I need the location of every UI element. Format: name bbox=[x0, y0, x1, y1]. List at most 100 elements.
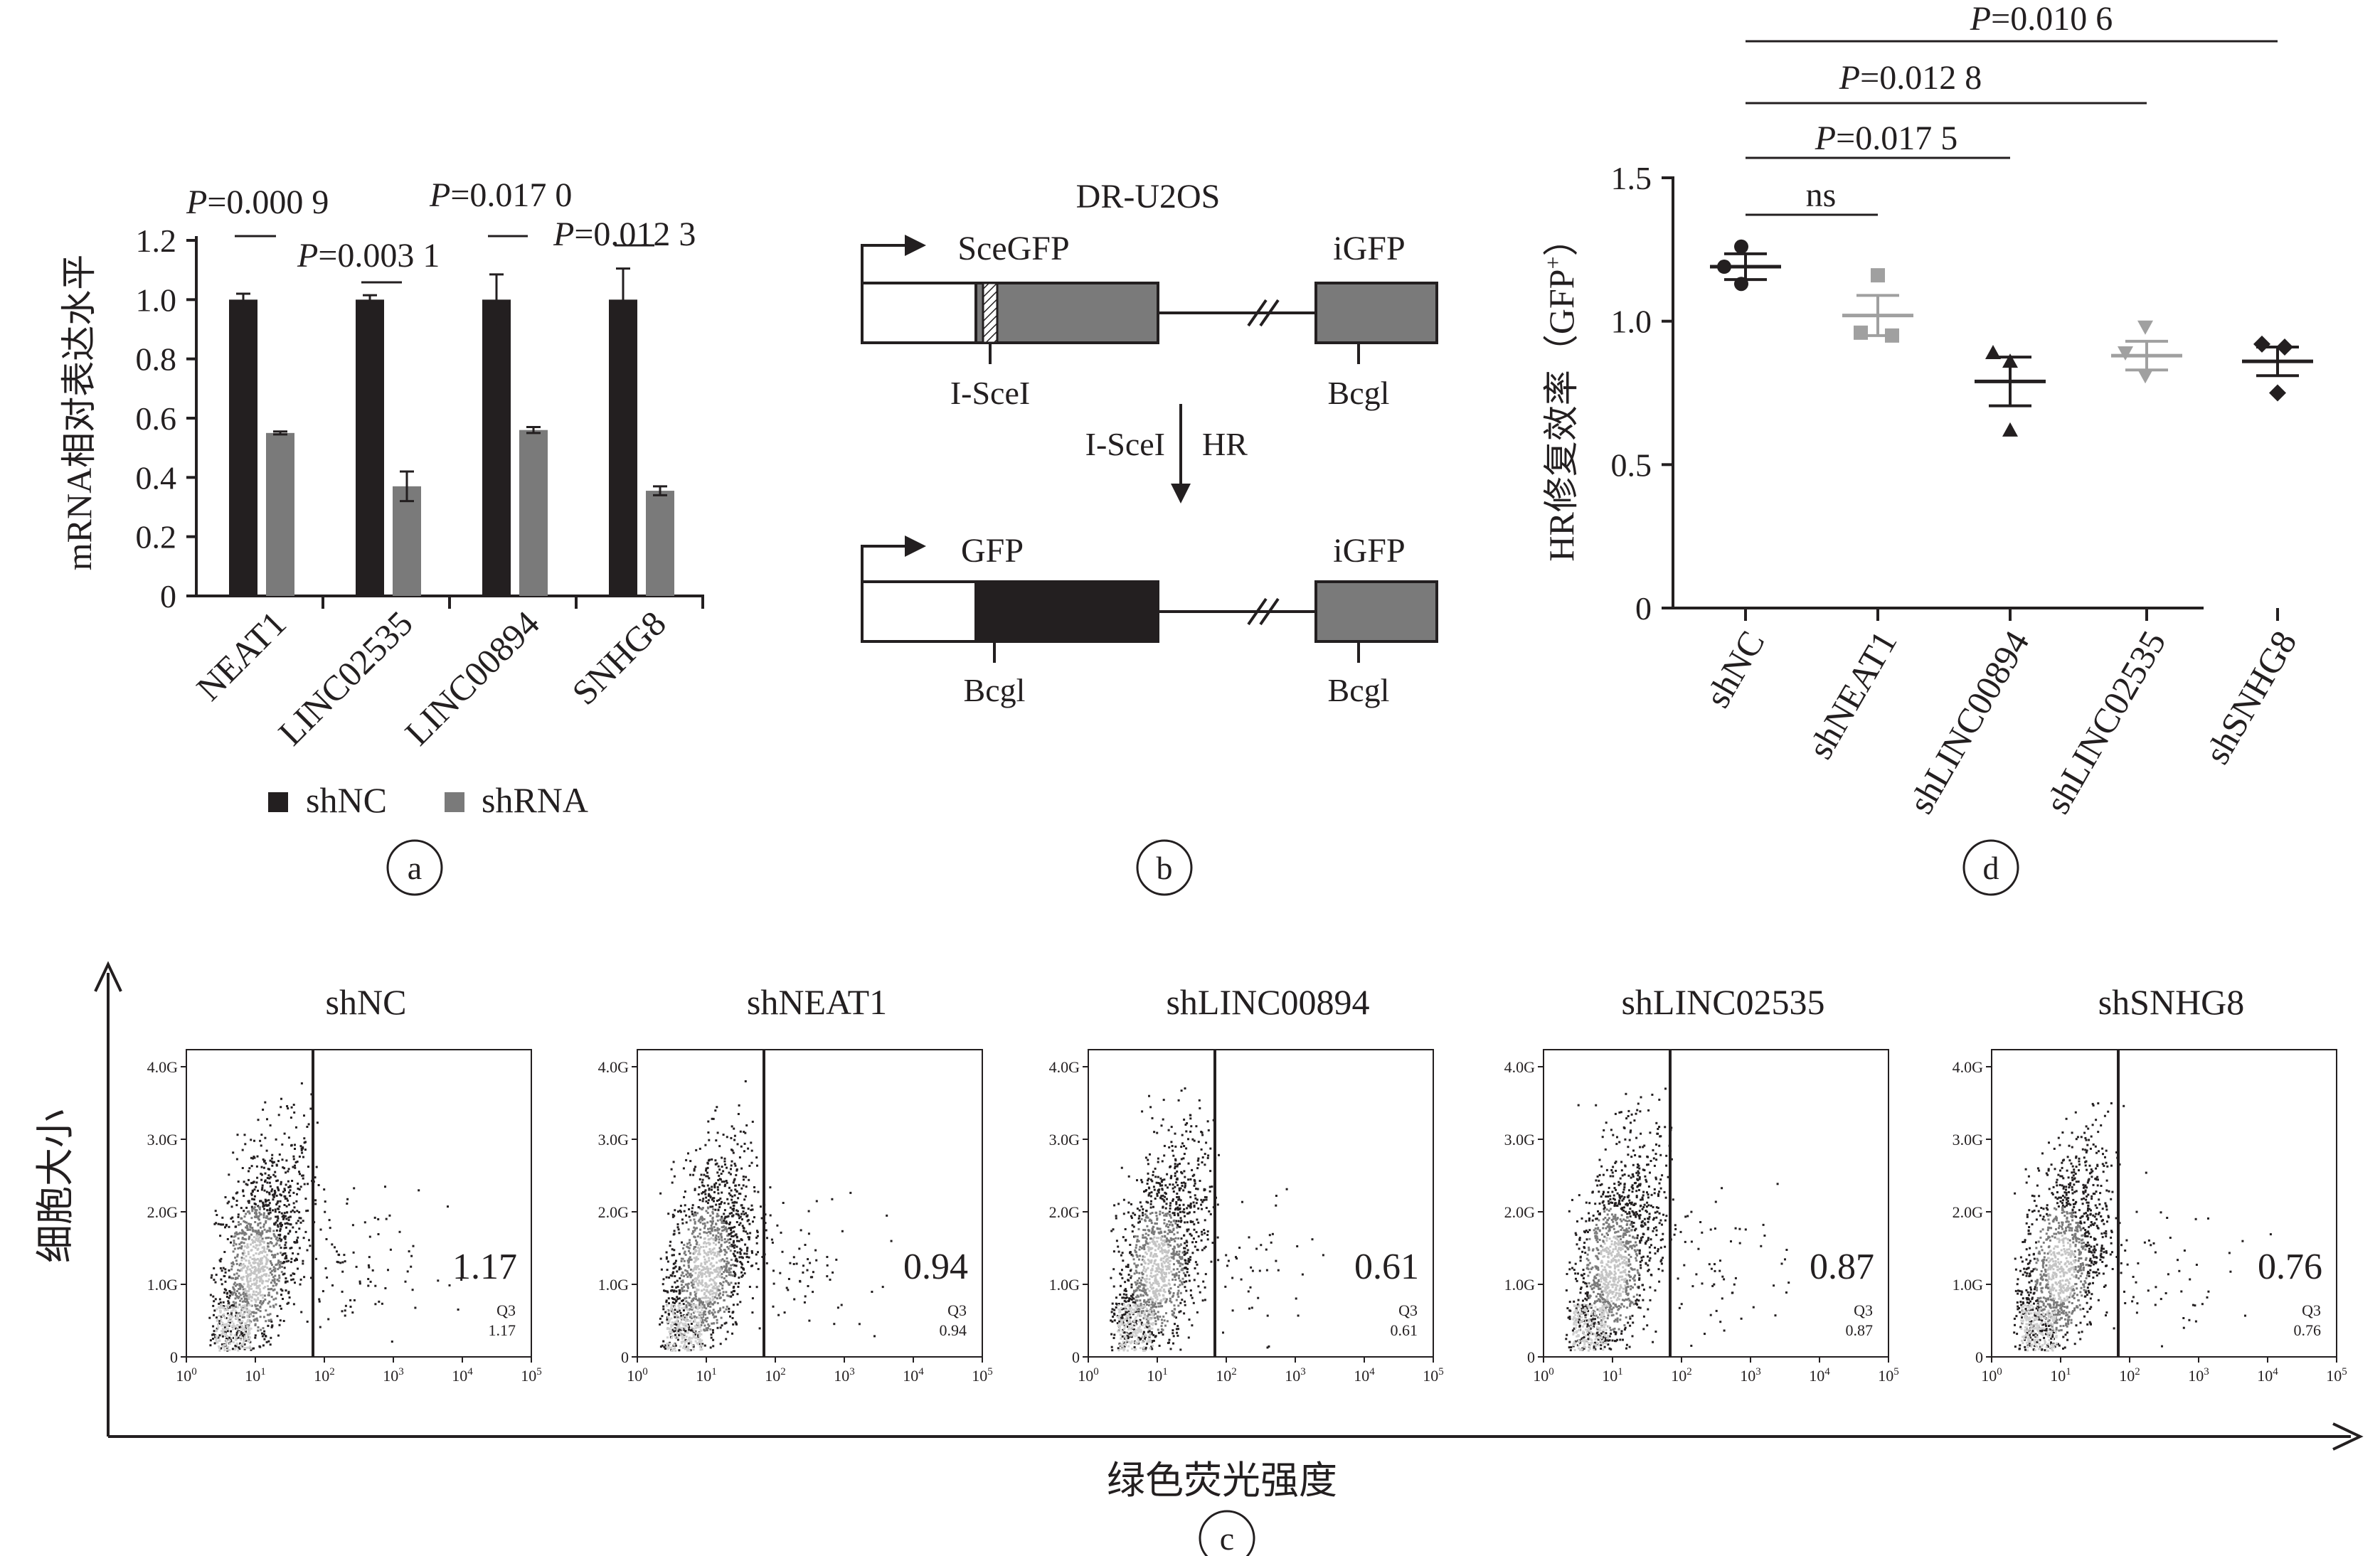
d-x-tick-label: shLINC02535 bbox=[2037, 624, 2174, 821]
b-top-promoter-box bbox=[861, 282, 977, 344]
c-x-tick-label: 101 bbox=[1147, 1366, 1168, 1385]
b-bottom-break-mark-2 bbox=[1259, 597, 1280, 626]
b-bottom-igfp-box bbox=[1314, 580, 1438, 643]
c-gate-name: Q3 bbox=[2302, 1301, 2321, 1319]
panel-label-c: c bbox=[1199, 1510, 1255, 1556]
a-bar-shrna bbox=[393, 486, 421, 596]
c-y-tick-label: 3.0G bbox=[1953, 1131, 1984, 1149]
a-p-value-label: P=0.000 9 bbox=[186, 183, 329, 221]
c-y-tick-label: 4.0G bbox=[1049, 1058, 1080, 1076]
c-y-tick-label: 1.0G bbox=[1953, 1276, 1984, 1294]
c-event-cloud bbox=[2013, 1102, 2272, 1352]
c-gate-percentage: 0.87 bbox=[1810, 1247, 1874, 1287]
d-point bbox=[1717, 260, 1731, 275]
b-arrow-right-label: HR bbox=[1202, 426, 1248, 462]
c-y-tick-label: 4.0G bbox=[598, 1058, 629, 1076]
b-bottom-gfp-label: GFP bbox=[961, 532, 1024, 570]
c-y-tick-label: 2.0G bbox=[1049, 1203, 1080, 1221]
c-gate-value: 0.61 bbox=[1391, 1321, 1418, 1339]
c-y-tick-label: 3.0G bbox=[598, 1131, 629, 1149]
b-top-promoter-arrow bbox=[861, 244, 907, 283]
c-y-tick-label: 0 bbox=[170, 1348, 178, 1366]
d-comparison-label: P=0.010 6 bbox=[1970, 0, 2113, 38]
c-gate-name: Q3 bbox=[1854, 1301, 1873, 1319]
panel-c-flow-cytometry: 细胞大小 绿色荧光强度 shNC 0 1.0G 2.0G 3.0G 4.0G 100 101 1… bbox=[34, 961, 2364, 1556]
c-x-axis-title: 绿色荧光强度 bbox=[1107, 1459, 1337, 1502]
c-gate-percentage: 0.94 bbox=[903, 1247, 968, 1287]
c-gate-name: Q3 bbox=[1398, 1301, 1418, 1319]
b-bottom-construct: GFP iGFP Bcgl Bcgl bbox=[861, 532, 1438, 708]
c-x-tick-label: 101 bbox=[696, 1366, 717, 1385]
d-point bbox=[1734, 239, 1748, 254]
b-bottom-promoter-arrow bbox=[861, 545, 907, 582]
a-y-tick-label: 0 bbox=[160, 578, 176, 614]
c-y-tick-label: 1.0G bbox=[598, 1276, 629, 1294]
c-gate-value: 1.17 bbox=[489, 1321, 516, 1339]
c-y-tick-label: 2.0G bbox=[1953, 1203, 1984, 1221]
a-y-axis-title: mRNA相对表达水平 bbox=[59, 255, 99, 570]
c-x-tick-label: 104 bbox=[903, 1366, 924, 1385]
c-y-tick-label: 0 bbox=[621, 1348, 629, 1366]
panel-label-a: a bbox=[386, 839, 443, 896]
c-y-tick-label: 1.0G bbox=[1049, 1276, 1080, 1294]
panel-b-construct-diagram: DR-U2OS SceGFP iGFP I-SceI Bcgl I-SceI H… bbox=[861, 178, 1438, 896]
a-y-tick-label: 1.0 bbox=[136, 282, 177, 318]
b-top-break-mark-1 bbox=[1247, 299, 1268, 327]
d-point bbox=[2002, 353, 2018, 368]
c-x-tick-label: 101 bbox=[245, 1366, 266, 1385]
c-x-tick-label: 103 bbox=[1285, 1366, 1306, 1385]
b-bottom-igfp-label: iGFP bbox=[1333, 532, 1405, 570]
c-y-tick-label: 1.0G bbox=[147, 1276, 179, 1294]
d-y-tick-label: 1.5 bbox=[1611, 160, 1652, 196]
c-y-tick-label: 0 bbox=[1975, 1348, 1983, 1366]
c-y-tick-label: 3.0G bbox=[147, 1131, 179, 1149]
c-y-tick-label: 0 bbox=[1072, 1348, 1080, 1366]
d-comparison-label: P=0.012 8 bbox=[1839, 59, 1982, 97]
svg-text:d: d bbox=[1983, 850, 1999, 886]
d-x-tick-label: shNEAT1 bbox=[1800, 624, 1904, 766]
a-bar-shnc bbox=[482, 299, 511, 596]
d-point bbox=[2137, 369, 2153, 384]
c-y-tick-label: 2.0G bbox=[147, 1203, 179, 1221]
c-x-tick-label: 103 bbox=[834, 1366, 855, 1385]
a-bar-shnc bbox=[356, 299, 384, 596]
c-plot-frame bbox=[1543, 1049, 1889, 1358]
c-y-axis-title: 细胞大小 bbox=[34, 1109, 77, 1263]
c-x-tick-label: 104 bbox=[2257, 1366, 2278, 1385]
c-x-tick-label: 101 bbox=[2050, 1366, 2071, 1385]
d-x-tick-label: shLINC00894 bbox=[1901, 624, 2037, 821]
panel-label-b: b bbox=[1136, 839, 1193, 896]
b-top-scegfp-label: SceGFP bbox=[957, 230, 1069, 267]
d-y-tick-label: 0 bbox=[1635, 590, 1652, 627]
b-bottom-break-mark-1 bbox=[1247, 597, 1268, 626]
d-y-tick-label: 1.0 bbox=[1611, 304, 1652, 340]
c-x-tick-label: 102 bbox=[1216, 1366, 1237, 1385]
c-y-tick-label: 4.0G bbox=[1504, 1058, 1536, 1076]
a-bar-shrna bbox=[646, 491, 674, 596]
b-top-break-mark-2 bbox=[1259, 299, 1280, 327]
c-x-tick-label: 101 bbox=[1602, 1366, 1623, 1385]
c-plot-title: shLINC00894 bbox=[1166, 982, 1369, 1022]
a-p-value-label: P=0.017 0 bbox=[429, 176, 572, 214]
d-point bbox=[2002, 422, 2018, 437]
a-legend: shNC shRNA bbox=[268, 780, 588, 820]
c-event-cloud bbox=[1110, 1087, 1324, 1352]
c-outer-x-arrowhead bbox=[2332, 1422, 2364, 1451]
a-y-tick-label: 0.4 bbox=[136, 459, 177, 496]
c-flow-plot-shlinc02535: shLINC02535 0 1.0G 2.0G 3.0G 4.0G 100 101 102 103… bbox=[1504, 982, 1899, 1385]
c-flow-plot-shlinc00894: shLINC00894 0 1.0G 2.0G 3.0G 4.0G 100 101 102 103… bbox=[1049, 982, 1444, 1385]
d-comparison-label: ns bbox=[1806, 176, 1837, 214]
c-x-tick-label: 105 bbox=[972, 1366, 993, 1385]
b-top-isce-site bbox=[982, 282, 999, 344]
c-event-cloud bbox=[1565, 1087, 1790, 1352]
c-flow-plot-shsnhg8: shSNHG8 0 1.0G 2.0G 3.0G 4.0G 100 101 102 103 104 1… bbox=[1953, 982, 2347, 1385]
c-gate-value: 0.94 bbox=[940, 1321, 967, 1339]
b-top-construct: SceGFP iGFP I-SceI Bcgl bbox=[861, 230, 1438, 411]
c-plot-frame bbox=[1991, 1049, 2337, 1358]
b-top-scegfp-box bbox=[974, 282, 1159, 344]
c-gate-percentage: 0.76 bbox=[2258, 1247, 2322, 1287]
c-y-tick-label: 3.0G bbox=[1504, 1131, 1536, 1149]
a-p-value-label: P=0.003 1 bbox=[297, 237, 440, 275]
